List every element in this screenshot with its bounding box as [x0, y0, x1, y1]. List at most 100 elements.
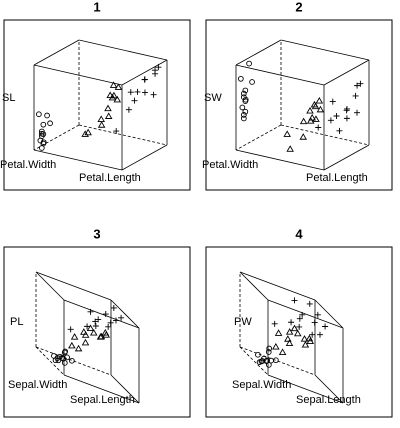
- point: [300, 335, 309, 342]
- point: [238, 75, 244, 82]
- point: [70, 333, 79, 340]
- x-axis-label: Sepal.Length: [296, 394, 361, 406]
- point: [92, 322, 99, 329]
- point: [68, 341, 76, 349]
- box-edge: [314, 374, 344, 404]
- box-edge: [35, 346, 112, 376]
- point: [40, 131, 47, 137]
- box-edge: [33, 149, 123, 171]
- box-edge: [239, 271, 269, 301]
- point: [343, 115, 350, 122]
- box-edge: [314, 299, 344, 329]
- point: [354, 82, 361, 89]
- point: [305, 334, 314, 342]
- point: [37, 137, 44, 144]
- box-edge: [280, 124, 370, 146]
- box-edge: [323, 59, 370, 86]
- point: [309, 331, 316, 338]
- box-edge: [78, 39, 168, 61]
- point: [61, 360, 68, 366]
- panel: 2 SW Petal.Width Petal.Length: [202, 0, 393, 191]
- point: [125, 106, 132, 113]
- point: [288, 319, 295, 326]
- point: [286, 145, 294, 152]
- point: [314, 311, 321, 318]
- point: [308, 113, 316, 121]
- point: [274, 329, 283, 336]
- z-axis-label: PW: [234, 316, 252, 328]
- box-edge: [235, 39, 282, 66]
- point: [255, 351, 261, 358]
- point: [242, 98, 249, 104]
- point: [246, 60, 252, 67]
- point: [150, 91, 157, 98]
- point: [284, 335, 292, 342]
- y-axis-label: Sepal.Width: [232, 379, 291, 391]
- point: [87, 308, 94, 315]
- point: [97, 115, 106, 122]
- x-axis-label: Petal.Length: [79, 172, 141, 184]
- point: [81, 130, 89, 137]
- point: [38, 145, 45, 151]
- panel: 1 SL Petal.Width Petal.Length: [0, 0, 191, 191]
- point: [102, 311, 109, 318]
- point: [315, 124, 322, 131]
- point: [354, 109, 361, 116]
- point: [296, 323, 303, 330]
- point: [315, 96, 324, 104]
- box-edge: [267, 374, 344, 404]
- box-edge: [323, 144, 370, 171]
- point: [86, 324, 95, 332]
- z-axis-label: PL: [10, 316, 23, 328]
- point: [40, 121, 47, 128]
- point: [343, 105, 350, 112]
- point: [84, 128, 92, 136]
- point: [44, 112, 50, 119]
- point: [101, 328, 110, 336]
- point: [296, 315, 303, 322]
- point: [357, 80, 364, 87]
- y-axis-label: Sepal.Width: [8, 379, 67, 391]
- point: [240, 115, 247, 122]
- point: [293, 329, 302, 337]
- point: [113, 128, 120, 135]
- point: [242, 87, 249, 94]
- point: [47, 120, 53, 127]
- point: [62, 348, 69, 355]
- point: [69, 357, 75, 364]
- point: [239, 104, 246, 111]
- point: [352, 92, 359, 99]
- point: [74, 344, 83, 352]
- panel: 4 PW Sepal.Width Sepal.Length: [205, 226, 393, 418]
- box-edge: [110, 374, 140, 404]
- point: [283, 130, 291, 137]
- point: [301, 340, 310, 348]
- point: [110, 304, 117, 311]
- point: [64, 354, 70, 361]
- point: [67, 326, 74, 333]
- point: [306, 117, 315, 124]
- point: [104, 112, 113, 119]
- y-axis-label: Petal.Width: [202, 159, 258, 171]
- point: [141, 76, 148, 83]
- point: [81, 331, 90, 338]
- point: [114, 83, 123, 90]
- box-edge: [239, 271, 316, 301]
- box-edge: [110, 299, 140, 329]
- box-edge: [235, 124, 282, 151]
- point: [127, 89, 134, 96]
- panel-frame: [3, 246, 191, 418]
- point: [311, 319, 318, 326]
- point: [97, 121, 106, 128]
- point: [109, 81, 118, 88]
- box-edge: [280, 39, 370, 61]
- point: [105, 323, 112, 330]
- point: [333, 113, 340, 120]
- point: [40, 139, 47, 146]
- point: [299, 311, 306, 318]
- point: [104, 104, 112, 112]
- point: [134, 88, 141, 95]
- point: [316, 105, 325, 113]
- point: [306, 300, 313, 307]
